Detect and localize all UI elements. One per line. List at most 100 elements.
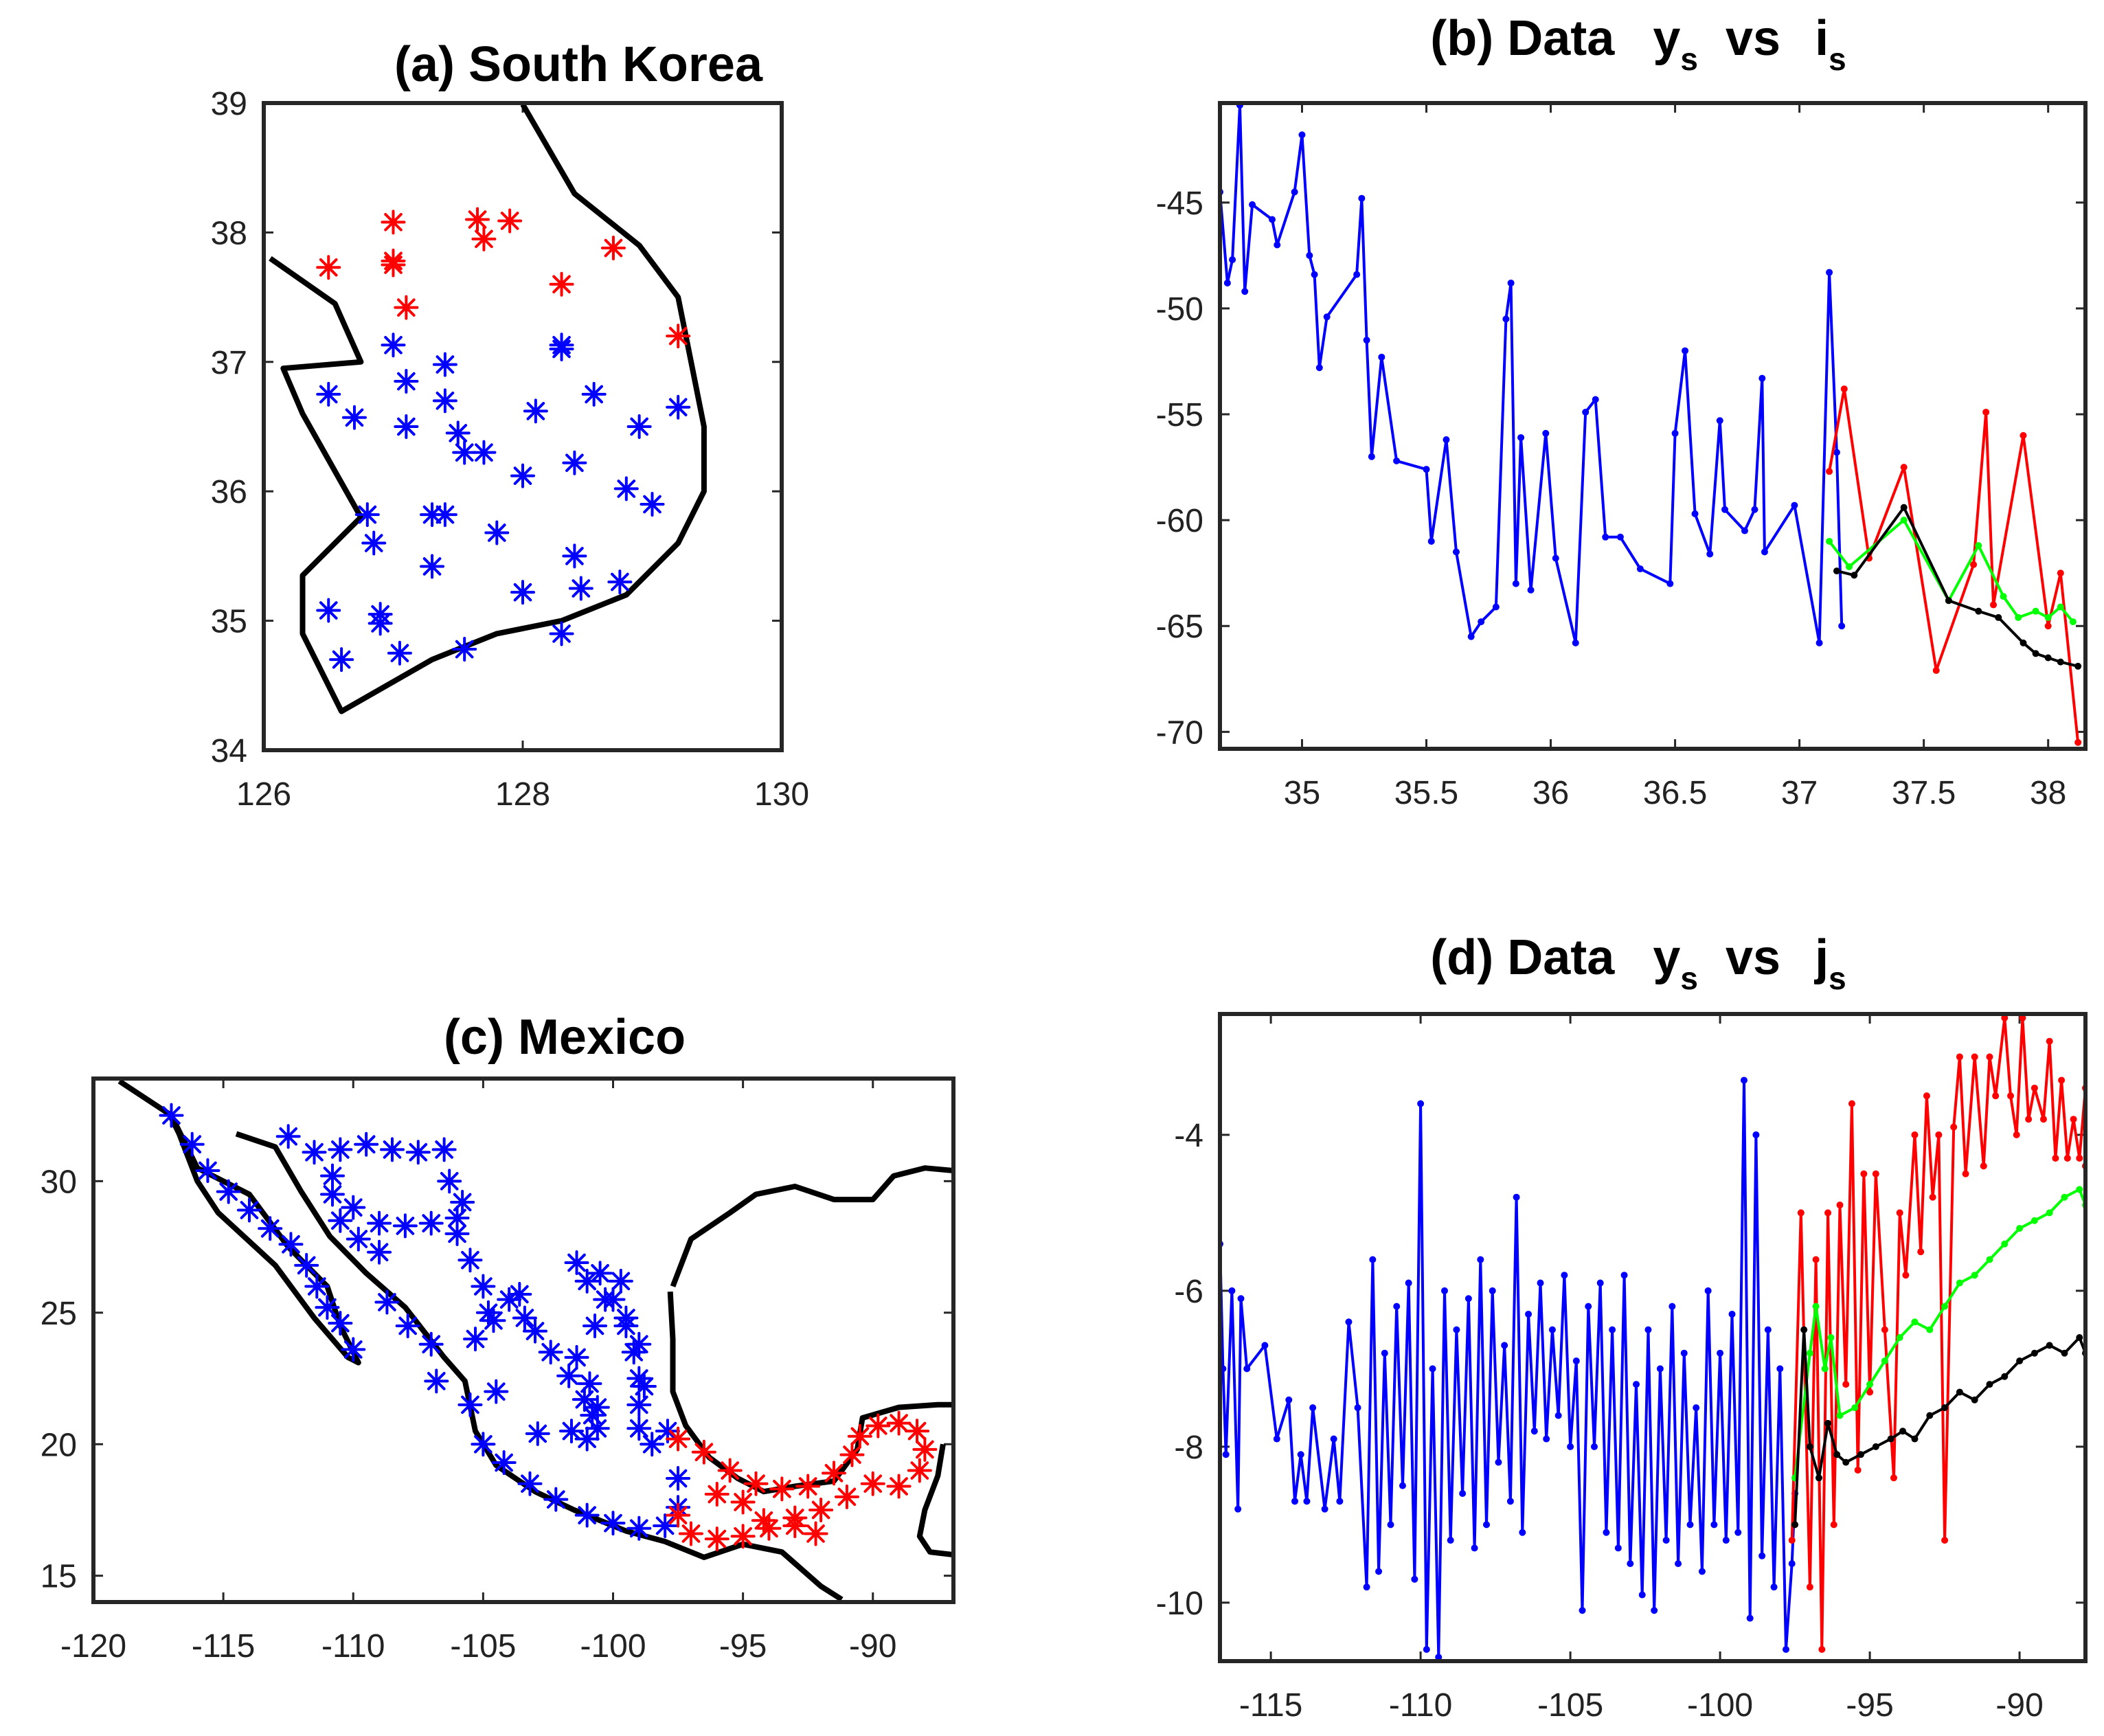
station-marker-red (381, 210, 406, 235)
station-marker-blue (315, 1295, 340, 1320)
station-marker-blue (484, 1379, 509, 1404)
series-point-blue (1517, 433, 1525, 441)
station-marker-blue (394, 369, 419, 394)
panel-d-title-j-sub: s (1829, 960, 1846, 996)
series-point-blue (1682, 347, 1689, 354)
star-stroke (798, 1477, 817, 1496)
station-marker-blue (585, 1416, 610, 1441)
series-point-red (1982, 408, 1990, 416)
y-tick-label: -10 (1156, 1586, 1203, 1622)
series-point-blue (1297, 1451, 1304, 1458)
series-point-red (1980, 1162, 1987, 1170)
series-point-red (1860, 1170, 1868, 1177)
series-point-blue (1261, 1342, 1269, 1349)
star-stroke (588, 1398, 607, 1417)
series-point-green (2057, 603, 2064, 611)
station-marker-blue (523, 398, 548, 424)
station-marker-red (717, 1458, 743, 1483)
station-marker-blue (562, 450, 587, 475)
series-point-red (1848, 1100, 1855, 1107)
star-stroke (513, 583, 532, 602)
star-stroke (565, 453, 584, 473)
station-marker-blue (420, 554, 445, 579)
series-point-red (1812, 1256, 1820, 1263)
star-stroke (370, 1243, 389, 1262)
station-marker-blue (278, 1232, 304, 1257)
series-point-blue (1311, 271, 1318, 278)
series-point-blue (1249, 201, 1256, 208)
station-marker-blue (585, 1395, 610, 1420)
station-marker-red (822, 1461, 847, 1486)
series-point-blue (1459, 1489, 1467, 1497)
series-point-blue (1507, 279, 1515, 286)
star-stroke (668, 398, 688, 417)
x-tick-label: 37.5 (1892, 775, 1956, 811)
station-marker-blue (328, 1137, 353, 1162)
series-point-green (1821, 1365, 1829, 1373)
station-marker-red (905, 1419, 930, 1444)
series-point-blue (1477, 1256, 1484, 1263)
station-marker-blue (361, 530, 387, 556)
star-stroke (331, 1314, 350, 1333)
series-point-red (2063, 1154, 2071, 1162)
series-point-green (1812, 1303, 1820, 1310)
station-marker-blue (607, 570, 633, 595)
series-point-red (2013, 1131, 2020, 1138)
series-point-red (1890, 1474, 1897, 1482)
series-point-blue (1464, 1295, 1472, 1303)
station-marker-blue (392, 1213, 418, 1239)
series-point-black (1899, 1428, 1907, 1435)
series-point-green (1900, 517, 1908, 524)
series-point-blue (1291, 1498, 1298, 1505)
star-stroke (510, 1285, 529, 1304)
station-marker-blue (294, 1252, 319, 1278)
station-marker-blue (457, 1392, 483, 1417)
series-point-red (1929, 1193, 1936, 1201)
star-stroke (384, 335, 403, 354)
station-marker-blue (367, 1210, 392, 1236)
series-point-blue (1492, 603, 1500, 611)
star-stroke (580, 1374, 599, 1393)
station-marker-blue (452, 637, 477, 662)
star-stroke (785, 1516, 804, 1535)
star-stroke (422, 505, 442, 524)
series-point-black (1824, 1419, 1832, 1427)
series-point-green (2016, 1225, 2024, 1232)
station-marker-blue (328, 1311, 353, 1336)
series-point-blue (1710, 1521, 1718, 1529)
star-stroke (541, 1342, 561, 1362)
station-marker-blue (497, 1287, 522, 1312)
series-point-blue (1423, 1645, 1430, 1653)
star-stroke (422, 1335, 441, 1354)
series-point-red (1970, 561, 1978, 568)
star-stroke (409, 1142, 428, 1162)
star-stroke (486, 1382, 506, 1401)
series-point-blue (1471, 1544, 1478, 1552)
series-point-blue (1440, 1287, 1448, 1294)
station-marker-blue (491, 1450, 517, 1476)
station-marker-blue (319, 1182, 345, 1207)
station-marker-red (600, 236, 626, 261)
series-point-blue (1321, 1505, 1328, 1513)
station-marker-red (666, 324, 691, 349)
series-point-blue (1423, 466, 1430, 473)
series-point-blue (1815, 639, 1823, 646)
series-point-blue (1764, 1326, 1772, 1333)
series-point-red (1818, 1645, 1826, 1653)
series-point-blue (1274, 241, 1281, 249)
star-stroke (323, 1166, 342, 1185)
station-marker-blue (367, 611, 393, 636)
series-point-black (2074, 662, 2082, 670)
station-marker-blue (367, 1239, 392, 1265)
station-marker-red (866, 1413, 891, 1439)
series-point-blue (1241, 288, 1249, 295)
series-point-blue (1567, 1443, 1574, 1450)
station-marker-blue (444, 1221, 470, 1246)
star-stroke (643, 495, 661, 514)
series-point-blue (1752, 1131, 1760, 1138)
series-point-red (1872, 1170, 1879, 1177)
series-point-blue (1393, 1303, 1401, 1310)
star-stroke (397, 372, 416, 391)
series-point-blue (1662, 1537, 1670, 1544)
station-marker-red (704, 1526, 729, 1552)
